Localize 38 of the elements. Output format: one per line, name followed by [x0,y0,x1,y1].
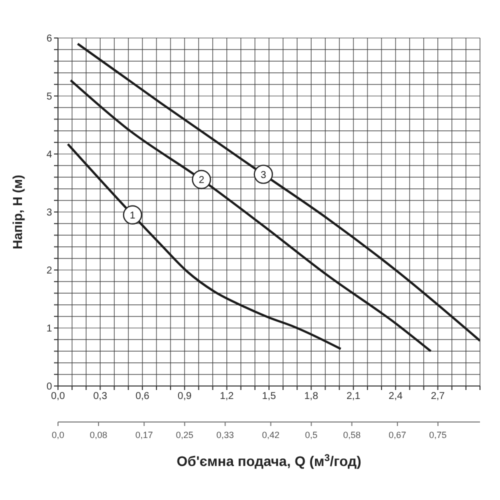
x2-tick-label: 0,58 [343,430,361,440]
point [254,164,273,184]
x2-tick-label: 0,75 [429,430,447,440]
x2-tick-label: 0,17 [135,430,153,440]
x-tick-label: 0,6 [135,391,150,402]
x-tick-label: 1,2 [220,391,234,402]
y-tick-label: 2 [46,266,52,277]
annotation: 1 [130,210,136,222]
x-tick-label: 0,3 [93,391,108,402]
x2-tick-label: 0,67 [388,430,406,440]
y-tick-label: 6 [46,34,52,45]
y-tick-label: 1 [46,324,52,335]
x-axis-title: Об'ємна подача, Q (м$^{3}$/год) [176,452,362,469]
x-tick-label: 0,0 [51,391,66,402]
x-tick-label: 2,4 [388,391,403,402]
annotation: 3 [260,170,267,181]
line-series [76,42,480,342]
annotation: 2 [198,175,205,186]
y-tick-label: 0 [46,382,52,393]
y-tick-label: 3 [46,208,52,219]
point [192,170,212,190]
x2-tick-label: 0,42 [262,430,280,440]
y-axis-title: Напір, H (м) [10,174,25,250]
x2-tick-label: 0,0 [52,430,64,440]
y-tick-label: 4 [46,150,52,161]
line-series [66,143,342,350]
x-tick-label: 2,1 [346,391,361,402]
x-tick-label: 1,8 [304,391,319,402]
x2-tick-label: 0,08 [90,430,108,440]
x-tick-label: 2,7 [430,391,446,402]
point [122,205,142,224]
x2-tick-label: 0,25 [176,430,194,440]
x2-tick-label: 0,5 [305,430,318,440]
x2-tick-label: 0,33 [216,430,234,440]
line-series [70,79,432,352]
y-tick-label: 5 [46,92,52,103]
x-tick-label: 0,9 [178,391,192,402]
x-tick-label: 1,5 [262,391,276,402]
